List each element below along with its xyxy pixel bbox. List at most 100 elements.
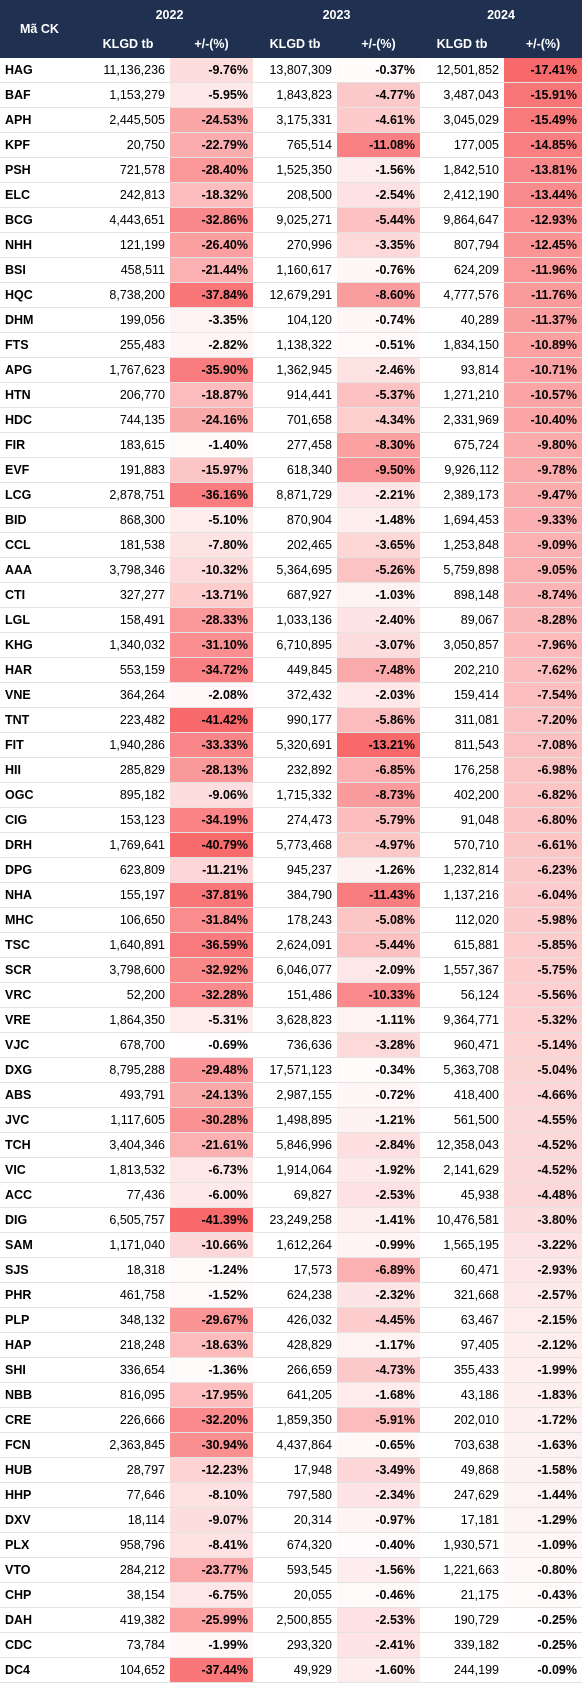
ticker: DRH xyxy=(0,832,86,858)
volume-cell: 10,476,581 xyxy=(420,1207,504,1233)
change-cell: -1.56% xyxy=(337,157,420,183)
change-cell: -34.72% xyxy=(170,657,253,683)
volume-cell: 9,364,771 xyxy=(420,1007,504,1033)
column-header: +/-(%) xyxy=(504,29,582,58)
change-cell: -32.86% xyxy=(170,207,253,233)
change-cell: -0.40% xyxy=(337,1532,420,1558)
volume-cell: 6,505,757 xyxy=(86,1207,170,1233)
volume-cell: 1,137,216 xyxy=(420,882,504,908)
volume-cell: 960,471 xyxy=(420,1032,504,1058)
volume-cell: 1,232,814 xyxy=(420,857,504,883)
change-cell: -4.48% xyxy=(504,1182,582,1208)
table-row: DC4 104,652 -37.44% 49,929 -1.60% 244,199 -0.0… xyxy=(0,1657,582,1683)
ticker: HQC xyxy=(0,282,86,308)
volume-cell: 12,358,043 xyxy=(420,1132,504,1158)
ticker: DHM xyxy=(0,307,86,333)
table-row: PHR 461,758 -1.52% 624,238 -2.32% 321,668 -2.5… xyxy=(0,1282,582,1308)
change-cell: -5.37% xyxy=(337,382,420,408)
table-row: VNE 364,264 -2.08% 372,432 -2.03% 159,414 -7.5… xyxy=(0,682,582,708)
volume-cell: 43,186 xyxy=(420,1382,504,1408)
change-cell: -2.57% xyxy=(504,1282,582,1308)
change-cell: -8.30% xyxy=(337,432,420,458)
volume-cell: 5,364,695 xyxy=(253,557,337,583)
volume-cell: 339,182 xyxy=(420,1632,504,1658)
change-cell: -9.06% xyxy=(170,782,253,808)
volume-cell: 895,182 xyxy=(86,782,170,808)
column-header: KLGD tb xyxy=(420,29,504,58)
change-cell: -13.21% xyxy=(337,732,420,758)
year-header: 2022 xyxy=(86,0,253,29)
volume-cell: 807,794 xyxy=(420,232,504,258)
change-cell: -1.58% xyxy=(504,1457,582,1483)
volume-cell: 18,114 xyxy=(86,1507,170,1533)
table-row: CCL 181,538 -7.80% 202,465 -3.65% 1,253,848 -9… xyxy=(0,532,582,558)
table-row: ABS 493,791 -24.13% 2,987,155 -0.72% 418,400-… xyxy=(0,1082,582,1108)
volume-cell: 1,612,264 xyxy=(253,1232,337,1258)
change-cell: -1.44% xyxy=(504,1482,582,1508)
volume-cell: 311,081 xyxy=(420,707,504,733)
table-row: FTS 255,483 -2.82% 1,138,322 -0.51% 1,834,150… xyxy=(0,332,582,358)
volume-cell: 624,238 xyxy=(253,1282,337,1308)
ticker: DAH xyxy=(0,1607,86,1633)
change-cell: -0.99% xyxy=(337,1232,420,1258)
volume-cell: 2,500,855 xyxy=(253,1607,337,1633)
volume-cell: 687,927 xyxy=(253,582,337,608)
header-row: Mã CK 2022 2023 2024 xyxy=(0,0,582,58)
volume-cell: 561,500 xyxy=(420,1107,504,1133)
table-row: HTN 206,770 -18.87% 914,441 -5.37% 1,271,210-… xyxy=(0,382,582,408)
change-cell: -2.03% xyxy=(337,682,420,708)
ticker: VTO xyxy=(0,1557,86,1583)
change-cell: -7.54% xyxy=(504,682,582,708)
change-cell: -8.60% xyxy=(337,282,420,308)
ticker: HUB xyxy=(0,1457,86,1483)
volume-cell: 870,904 xyxy=(253,507,337,533)
volume-cell: 678,700 xyxy=(86,1032,170,1058)
change-cell: -0.25% xyxy=(504,1607,582,1633)
change-cell: -10.66% xyxy=(170,1232,253,1258)
volume-cell: 104,120 xyxy=(253,307,337,333)
volume-cell: 11,136,236 xyxy=(86,58,170,83)
table-row: PSH 721,578 -28.40% 1,525,350 -1.56% 1,842,51… xyxy=(0,157,582,183)
ticker: SAM xyxy=(0,1232,86,1258)
change-cell: -35.90% xyxy=(170,357,253,383)
change-cell: -18.32% xyxy=(170,182,253,208)
volume-cell: 797,580 xyxy=(253,1482,337,1508)
table-row: HHP 77,646 -8.10% 797,580 -2.34% 247,629 -1.44… xyxy=(0,1482,582,1508)
change-cell: -5.04% xyxy=(504,1057,582,1083)
volume-cell: 1,842,510 xyxy=(420,157,504,183)
change-cell: -2.41% xyxy=(337,1632,420,1658)
column-header: +/-(%) xyxy=(337,29,420,58)
volume-cell: 348,132 xyxy=(86,1307,170,1333)
volume-cell: 2,878,751 xyxy=(86,482,170,508)
volume-cell: 97,405 xyxy=(420,1332,504,1358)
change-cell: -9.80% xyxy=(504,432,582,458)
change-cell: -1.48% xyxy=(337,507,420,533)
change-cell: -5.14% xyxy=(504,1032,582,1058)
ticker: DIG xyxy=(0,1207,86,1233)
change-cell: -6.98% xyxy=(504,757,582,783)
ticker: CTI xyxy=(0,582,86,608)
volume-cell: 223,482 xyxy=(86,707,170,733)
table-row: CTI 327,277 -13.71% 687,927 -1.03% 898,148 -8.… xyxy=(0,582,582,608)
change-cell: -2.34% xyxy=(337,1482,420,1508)
volume-cell: 199,056 xyxy=(86,307,170,333)
change-cell: -11.96% xyxy=(504,257,582,283)
change-cell: -1.60% xyxy=(337,1657,420,1683)
change-cell: -24.53% xyxy=(170,107,253,133)
volume-cell: 73,784 xyxy=(86,1632,170,1658)
change-cell: -7.80% xyxy=(170,532,253,558)
volume-cell: 816,095 xyxy=(86,1382,170,1408)
volume-cell: 3,404,346 xyxy=(86,1132,170,1158)
volume-cell: 384,790 xyxy=(253,882,337,908)
change-cell: -5.91% xyxy=(337,1407,420,1433)
volume-cell: 49,868 xyxy=(420,1457,504,1483)
table-row: SCR 3,798,600 -32.92% 6,046,077 -2.09% 1,557,… xyxy=(0,957,582,983)
change-cell: -0.34% xyxy=(337,1057,420,1083)
table-row: DXV 18,114 -9.07% 20,314 -0.97% 17,181 -1.29% xyxy=(0,1507,582,1533)
change-cell: -1.99% xyxy=(504,1357,582,1383)
ticker: MHC xyxy=(0,907,86,933)
change-cell: -11.37% xyxy=(504,307,582,333)
table-row: NHA 155,197 -37.81% 384,790 -11.43% 1,137,216… xyxy=(0,882,582,908)
